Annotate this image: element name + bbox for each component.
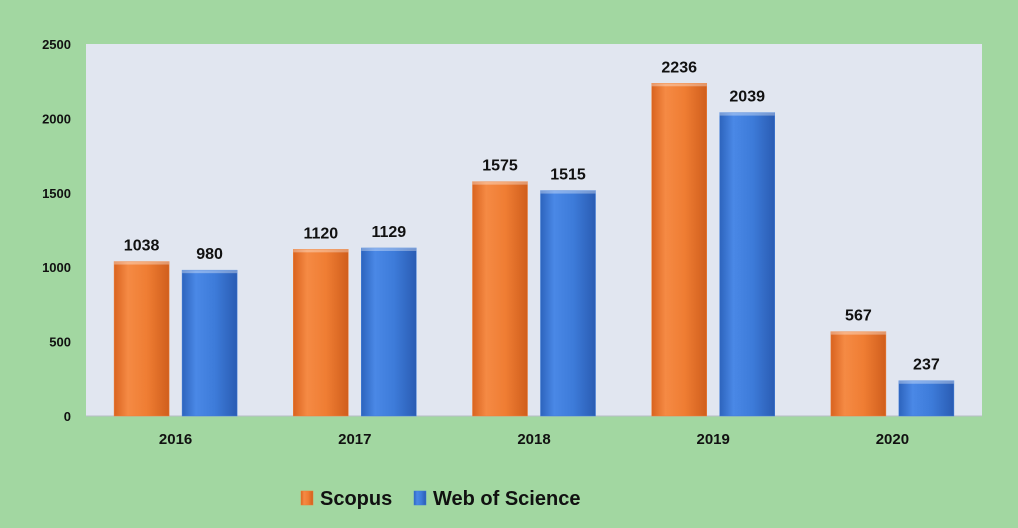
x-tick-label: 2018	[517, 431, 550, 448]
data-label: 2039	[729, 89, 765, 106]
bar-top-highlight	[361, 248, 417, 252]
bar-web-of-science-2020	[898, 380, 955, 417]
bar-scopus-2017	[293, 249, 349, 417]
x-tick-label: 2019	[697, 431, 730, 448]
bar-web-of-science-2017	[361, 247, 417, 417]
legend-label-scopus: Scopus	[320, 488, 392, 510]
data-label: 1129	[371, 224, 406, 241]
data-label: 1038	[124, 238, 160, 255]
bar-top-highlight	[830, 331, 886, 335]
bar-web-of-science-2018	[540, 190, 596, 417]
bar-scopus-2016	[113, 261, 170, 417]
y-tick-label: 2500	[42, 37, 71, 52]
data-label: 980	[196, 246, 223, 263]
bar-scopus-2018	[472, 181, 528, 417]
x-tick-label: 2017	[338, 431, 371, 448]
bar-top-highlight	[898, 380, 954, 384]
x-axis: 2016 2017 2018 2019 2020	[159, 431, 909, 448]
bar-web-of-science-2016	[181, 269, 238, 417]
legend-label-web-of-science: Web of Science	[433, 488, 580, 510]
legend: Scopus Web of Science	[300, 488, 580, 510]
data-label: 2236	[661, 59, 697, 76]
legend-swatch-scopus	[300, 490, 314, 506]
y-axis: 0 500 1000 1500 2000 2500	[42, 37, 71, 424]
data-label: 1120	[303, 225, 338, 242]
data-label: 567	[845, 308, 872, 325]
data-label: 1575	[482, 158, 518, 175]
bars-group	[113, 83, 955, 417]
bar-web-of-science-2019	[719, 112, 775, 417]
y-tick-label: 2000	[42, 111, 71, 126]
bar-top-highlight	[114, 261, 170, 265]
bar-top-highlight	[293, 249, 349, 253]
y-tick-label: 1500	[42, 186, 71, 201]
y-tick-label: 1000	[42, 260, 71, 275]
bar-scopus-2019	[651, 83, 707, 417]
data-labels-group: 1038 980 1120 1129 1575 1515 2236 2039 567 237	[124, 59, 940, 373]
bar-top-highlight	[719, 112, 775, 116]
bar-scopus-2020	[830, 331, 887, 417]
bar-top-highlight	[472, 181, 528, 185]
x-tick-label: 2016	[159, 431, 192, 448]
bar-top-highlight	[540, 190, 596, 194]
y-tick-label: 500	[49, 335, 71, 350]
data-label: 237	[913, 357, 940, 374]
data-label: 1515	[550, 167, 586, 184]
legend-swatch-web-of-science	[413, 490, 427, 506]
bar-top-highlight	[651, 83, 707, 87]
y-tick-label: 0	[64, 409, 71, 424]
x-tick-label: 2020	[876, 431, 909, 448]
bar-top-highlight	[182, 270, 238, 274]
